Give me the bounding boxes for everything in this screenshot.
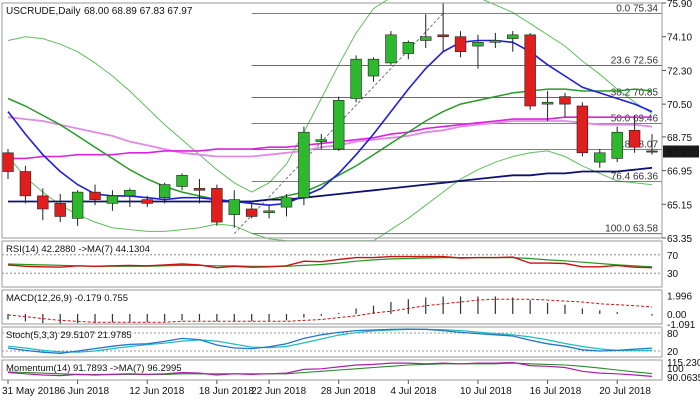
candle-body [541,101,554,105]
candle-body [263,210,275,214]
date-label: 10 Jul 2018 [460,386,512,397]
macd-tick-label: 1.996 [667,292,692,303]
candle-body [454,36,467,52]
date-label: 4 Jul 2018 [390,386,437,397]
date-label: 22 Jun 2018 [251,386,306,397]
date-label: 18 Jun 2018 [199,386,254,397]
macd-panel-frame [1,289,663,325]
candle-body [124,189,136,197]
fib-label: 38.2 70.85 [611,88,659,99]
candle-body [176,174,188,187]
stoch-title: Stoch(5,3,3) 29.5107 21.9785 [6,330,132,341]
candle-body [594,152,606,163]
candle-body [245,208,258,217]
candle-body [524,34,536,107]
momentum-panel-frame [1,359,663,381]
candle-body [54,203,66,217]
candle-body [437,34,449,38]
price-tick-label: 74.10 [667,33,692,44]
candle-body [89,191,101,200]
candle-body [228,199,240,215]
stoch-panel-frame [1,326,663,358]
candle-body [193,188,206,191]
price-tick-label: 70.50 [667,100,692,111]
price-tick-label: 63.35 [667,234,692,245]
date-label: 16 Jul 2018 [530,386,582,397]
date-label: 6 Jun 2018 [60,386,110,397]
ohlc-header: 68.00 68.89 67.83 67.97 [84,6,193,17]
candle-body [576,105,589,154]
rsi-tick-label: 30 [667,269,679,280]
candle-body [280,197,293,208]
fib-label: 100.0 63.58 [605,224,658,235]
price-tick-label: 65.15 [667,200,692,211]
fib-label: 0.0 75.34 [616,3,658,14]
candle-body [333,100,345,150]
macd-title: MACD(12,26,9) -0.179 0.755 [6,293,128,304]
candle-body [141,199,153,204]
date-label: 31 May 2018 [2,386,60,397]
last-price-tag [663,145,699,158]
stoch-d-line [7,328,653,353]
candle-body [472,42,484,47]
candle-body [628,130,641,148]
candle-body [367,58,380,77]
candle-body [158,184,171,199]
price-tick-label: 68.75 [667,133,692,144]
candle-body [71,191,84,219]
candle-body [489,40,502,43]
stoch-k-line [7,328,653,355]
macd-tick-label: -1.091 [667,320,696,331]
candle-body [611,131,623,159]
fib-label: 23.6 72.56 [611,56,659,67]
candle-body [37,195,49,210]
candle-body [420,36,432,41]
bollinger-upper-line [7,0,653,193]
rsi-tick-label: 70 [667,251,679,262]
price-tick-label: 75.90 [667,0,692,10]
fib-label: 76.4 66.36 [611,172,659,183]
ma-magenta-line [8,116,652,160]
chart-title: USCRUDE,Daily [6,6,80,17]
candle-body [402,42,415,54]
candle-body [507,34,519,39]
candle-body [2,152,14,172]
candle-body [350,58,362,99]
date-label: 28 Jun 2018 [321,386,376,397]
rsi-line [7,255,653,269]
candle-body [385,34,397,64]
candle-body [559,96,571,105]
ma-navy-line [8,166,653,203]
price-panel-frame [1,2,663,239]
candle-body [19,171,32,197]
momentum-line [7,361,653,377]
candle-body [298,131,310,199]
momentum-tick-label: 115.2300 [667,358,700,369]
candle-body [106,195,119,204]
ma-pink-line [7,116,653,158]
momentum-tick-label: 90.0635 [667,373,700,384]
rsi-panel-frame [1,240,663,288]
candle-body [315,139,327,142]
momentum-tick-label: 100 [667,364,684,375]
price-tick-label: 66.95 [667,167,692,178]
rsi-title: RSI(14) 42.2880 ->MA(7) 44.1304 [6,244,150,255]
date-label: 12 Jun 2018 [129,386,184,397]
price-tick-label: 72.30 [667,66,692,77]
stoch-tick-label: 80 [667,329,679,340]
candle-body [211,188,223,223]
macd-tick-label: 0.00 [667,310,687,321]
macd-signal-line [7,298,653,323]
ma-green-line [7,88,653,203]
candle-body [646,150,658,153]
date-label: 20 Jul 2018 [599,386,651,397]
stoch-tick-label: 20 [667,347,679,358]
momentum-title: Momentum(14) 91.7893 ->MA(7) 96.2995 [6,363,182,374]
last-price-label: 67.97 [667,147,692,158]
